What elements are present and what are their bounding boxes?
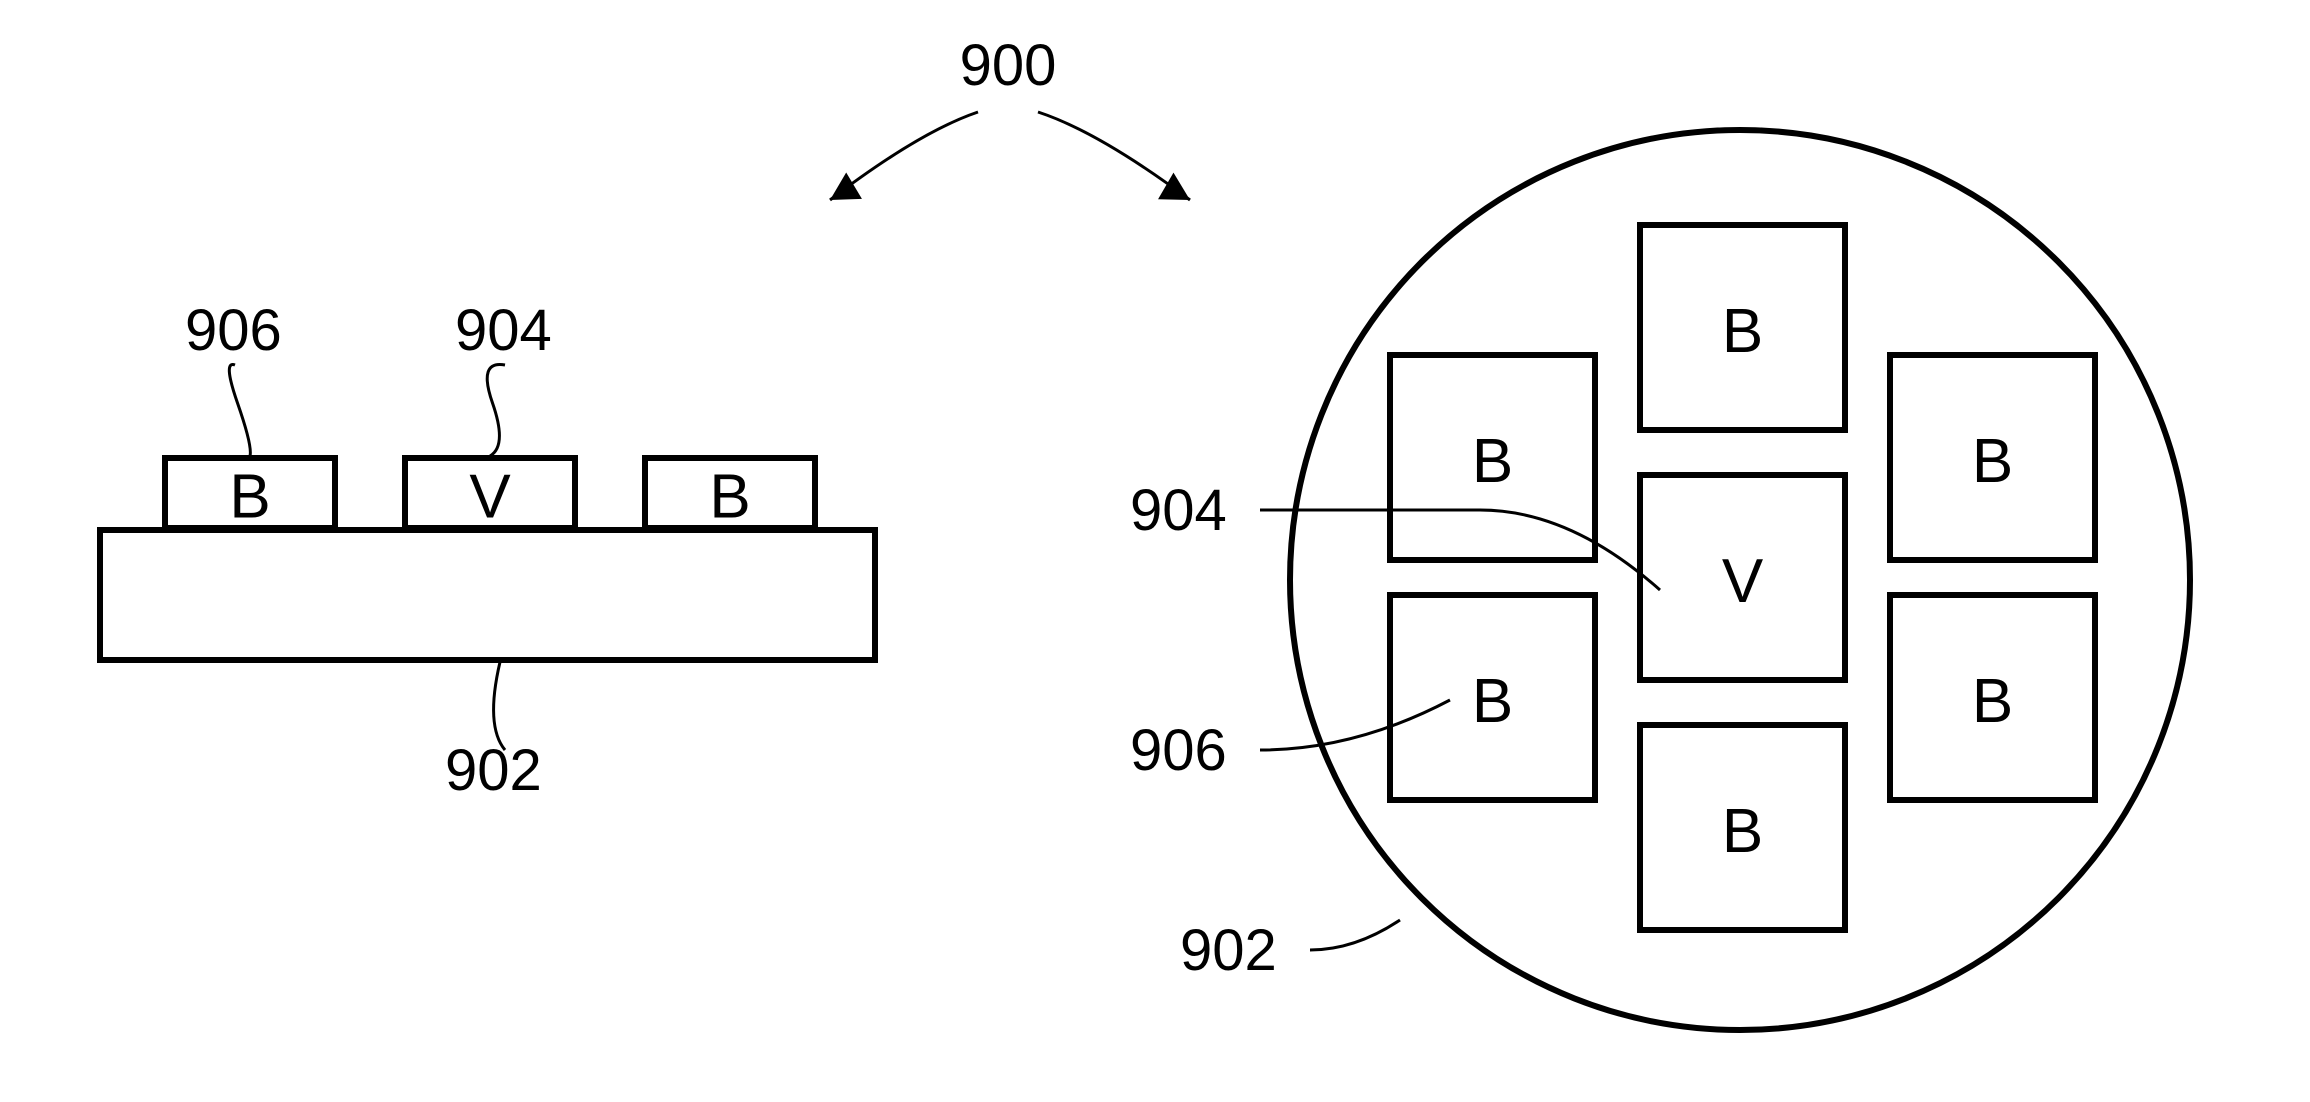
svg-text:B: B	[229, 463, 270, 532]
patent-figure-900: 900 B V B 906 904 902 B B B V B B B 904 906 902	[0, 0, 2310, 1102]
svg-text:B: B	[1972, 427, 2013, 496]
label-906-left-leader	[229, 364, 250, 456]
label-904-right: 904	[1130, 478, 1227, 543]
label-902-right-leader	[1310, 920, 1400, 950]
label-904-right-leader	[1260, 510, 1660, 590]
svg-text:B: B	[1722, 297, 1763, 366]
svg-text:B: B	[709, 463, 750, 532]
label-906-right-leader	[1260, 700, 1450, 750]
label-902-right: 902	[1180, 918, 1277, 983]
svg-text:B: B	[1722, 797, 1763, 866]
label-906-left: 906	[185, 298, 282, 363]
label-902-left: 902	[445, 738, 542, 803]
svg-text:B: B	[1472, 427, 1513, 496]
label-904-left: 904	[455, 298, 552, 363]
label-900: 900	[960, 33, 1057, 98]
svg-text:B: B	[1972, 667, 2013, 736]
svg-text:V: V	[469, 463, 511, 532]
svg-text:B: B	[1472, 667, 1513, 736]
svg-text:V: V	[1722, 547, 1764, 616]
label-906-right: 906	[1130, 718, 1227, 783]
label-904-left-leader	[487, 364, 505, 456]
substrate-902-side	[100, 530, 875, 660]
arrow-left-head	[830, 172, 862, 200]
arrow-right-head	[1158, 173, 1190, 200]
label-902-left-leader	[494, 662, 505, 750]
